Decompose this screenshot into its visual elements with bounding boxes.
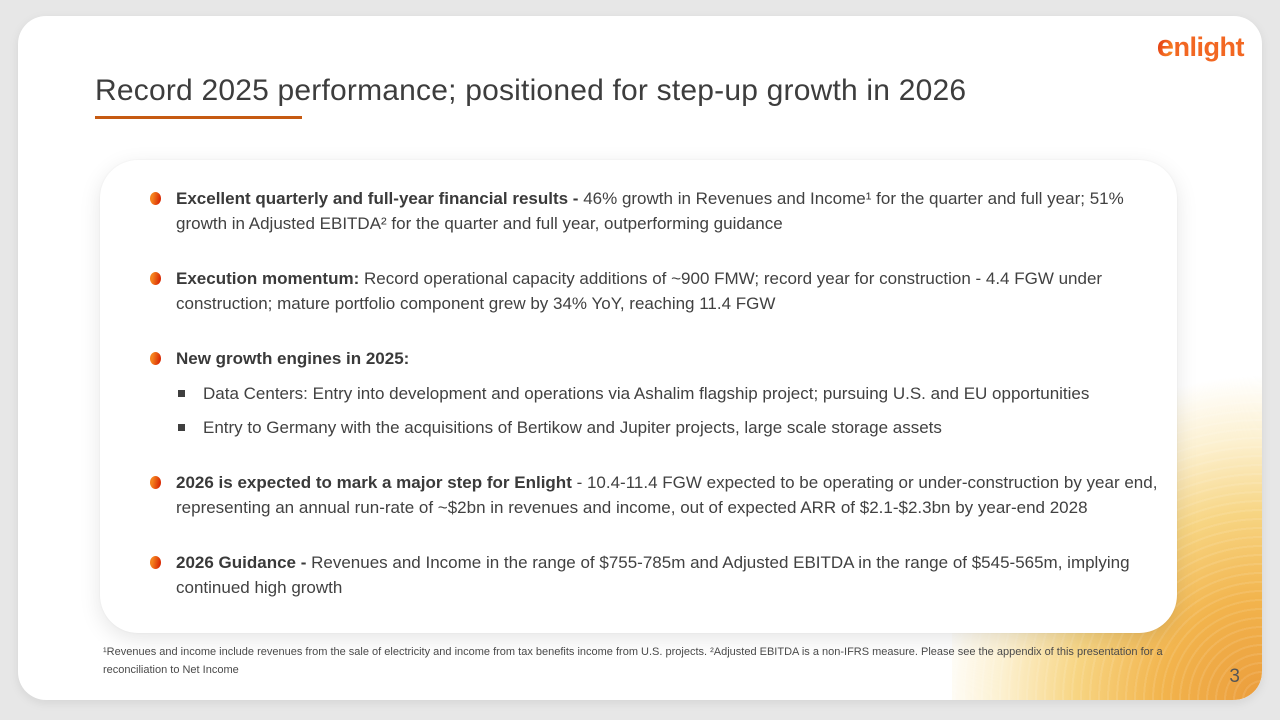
bullet-list: Excellent quarterly and full-year financ…	[150, 186, 1161, 600]
sub-bullet-text: Entry to Germany with the acquisitions o…	[203, 418, 942, 437]
bullet-icon	[150, 192, 161, 205]
list-item: New growth engines in 2025: Data Centers…	[150, 346, 1161, 440]
page-title: Record 2025 performance; positioned for …	[95, 74, 967, 107]
square-bullet-icon	[178, 424, 185, 431]
square-bullet-icon	[178, 390, 185, 397]
list-item: 2026 is expected to mark a major step fo…	[150, 470, 1161, 520]
bullet-text: Record operational capacity additions of…	[176, 269, 1103, 313]
bullet-icon	[150, 556, 161, 569]
list-item: Entry to Germany with the acquisitions o…	[176, 415, 1161, 440]
bullet-icon	[150, 476, 161, 489]
bullet-bold-text: 2026 Guidance -	[176, 553, 307, 572]
list-item: 2026 Guidance - Revenues and Income in t…	[150, 550, 1161, 600]
sub-bullet-list: Data Centers: Entry into development and…	[176, 381, 1161, 440]
list-item: Data Centers: Entry into development and…	[176, 381, 1161, 406]
page-number: 3	[1229, 666, 1240, 687]
bullet-icon	[150, 352, 161, 365]
bullet-text: - 10.4-11.4 FGW expected to be operating…	[176, 473, 1158, 517]
bullet-bold-text: Excellent quarterly and full-year financ…	[176, 189, 579, 208]
title-underline	[95, 116, 302, 119]
list-item: Execution momentum: Record operational c…	[150, 266, 1161, 316]
title-block: Record 2025 performance; positioned for …	[95, 74, 966, 119]
bullet-bold-text: 2026 is expected to mark a major step fo…	[176, 473, 572, 492]
sub-bullet-text: Data Centers: Entry into development and…	[203, 384, 1090, 403]
logo-wordmark: nlight	[1173, 32, 1245, 62]
bullet-icon	[150, 272, 161, 285]
logo-e-mark: e	[1156, 28, 1174, 63]
bullet-text: Revenues and Income in the range of $755…	[176, 553, 1130, 597]
presentation-slide: enlight Record 2025 performance; positio…	[18, 16, 1262, 700]
footnote: ¹Revenues and income include revenues fr…	[103, 646, 1163, 676]
list-item: Excellent quarterly and full-year financ…	[150, 186, 1161, 236]
bullet-bold-text: Execution momentum:	[176, 269, 360, 288]
bullet-bold-text: New growth engines in 2025:	[176, 349, 410, 368]
enlight-logo: enlight	[1156, 28, 1245, 64]
content-card: Excellent quarterly and full-year financ…	[100, 160, 1177, 633]
bullet-text: 46% growth in Revenues and Income¹ for t…	[176, 189, 1124, 233]
